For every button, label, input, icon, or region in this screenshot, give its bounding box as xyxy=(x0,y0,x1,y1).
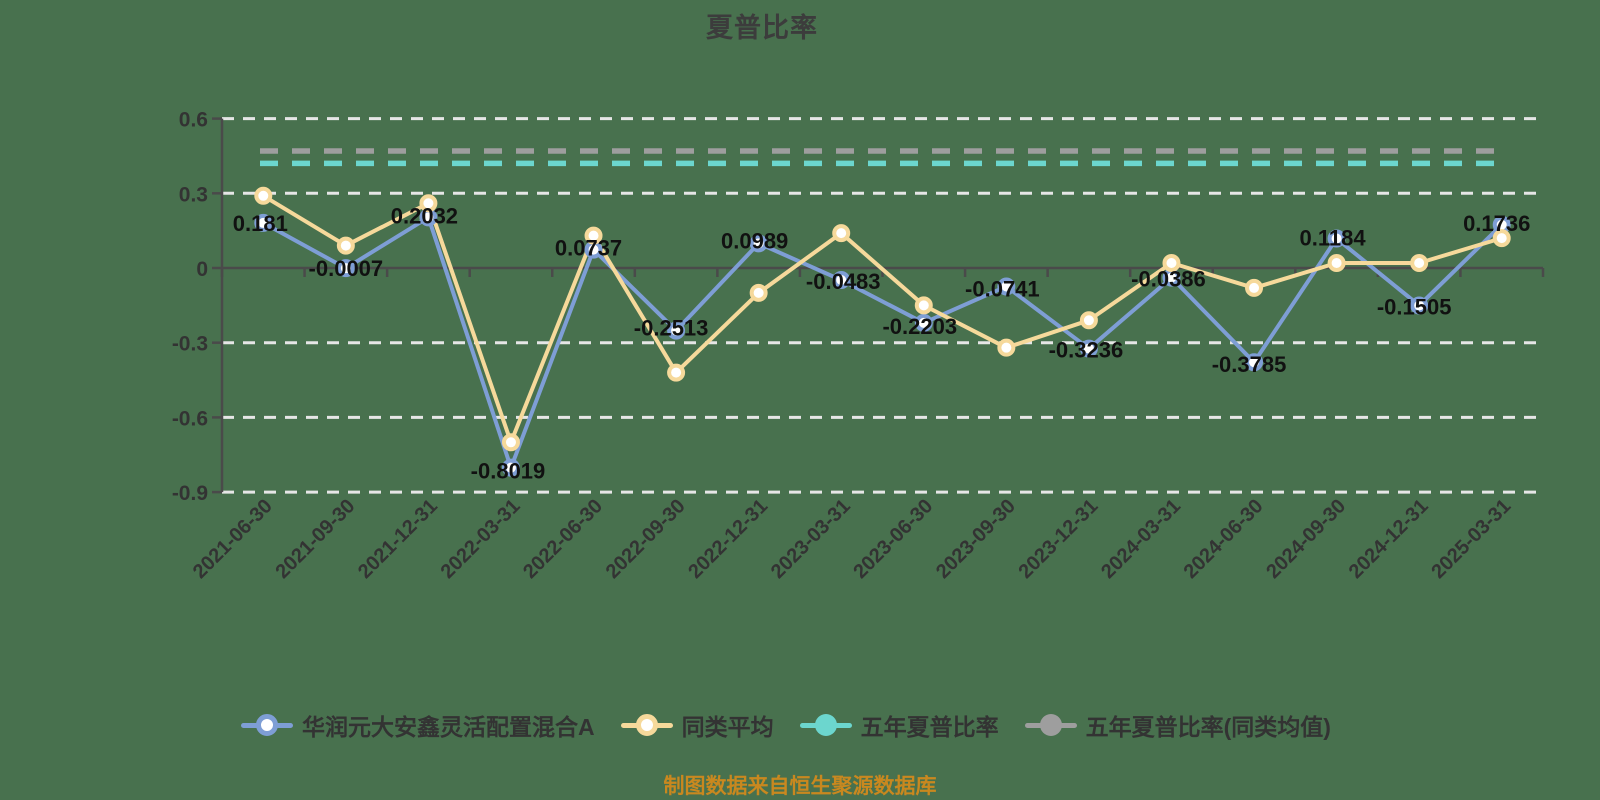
value-label: -0.8019 xyxy=(471,459,546,484)
peer-line-marker-icon xyxy=(620,713,673,737)
x-tick-label: 2023-03-31 xyxy=(767,495,855,583)
series-line xyxy=(261,215,1504,470)
y-tick-label: -0.3 xyxy=(172,333,208,356)
value-label: -0.3236 xyxy=(1049,338,1124,363)
data-point-marker[interactable] xyxy=(1327,229,1346,248)
y-tick-label: 0.6 xyxy=(179,109,208,132)
data-point-marker[interactable] xyxy=(832,224,851,243)
legend-label: 同类平均 xyxy=(681,714,774,740)
data-point-marker[interactable] xyxy=(1410,296,1429,315)
data-point-marker[interactable] xyxy=(667,321,686,340)
fund-line-marker-icon xyxy=(241,713,294,737)
data-point-marker[interactable] xyxy=(749,283,768,302)
x-tick-label: 2021-06-30 xyxy=(189,495,277,583)
y-tick-label: 0.3 xyxy=(179,183,208,206)
legend-item-fund[interactable]: 华润元大安鑫灵活配置混合A xyxy=(241,708,595,742)
value-label: 0.0989 xyxy=(721,228,788,253)
x-tick-label: 2022-03-31 xyxy=(437,495,525,583)
data-point-marker[interactable] xyxy=(254,213,273,232)
x-tick-label: 2022-09-30 xyxy=(602,495,690,583)
data-point-marker[interactable] xyxy=(997,277,1016,296)
plot-area: 0.60.30-0.3-0.6-0.92021-06-302021-09-302… xyxy=(172,109,1545,583)
data-point-marker[interactable] xyxy=(336,236,355,255)
legend-label: 五年夏普比率 xyxy=(860,714,999,740)
legend-label: 五年夏普比率(同类均值) xyxy=(1085,714,1331,740)
legend-item-peer-average[interactable]: 同类平均 xyxy=(620,708,774,742)
value-label: 0.1736 xyxy=(1463,211,1530,236)
x-tick-label: 2023-09-30 xyxy=(932,495,1020,583)
data-point-marker[interactable] xyxy=(749,234,768,253)
data-point-marker[interactable] xyxy=(1327,254,1346,273)
data-point-marker[interactable] xyxy=(1162,254,1181,273)
series-line xyxy=(261,193,1504,445)
x-tick-label: 2021-09-30 xyxy=(271,495,359,583)
legend: 华润元大安鑫灵活配置混合A 同类平均 五年夏普比率 五年夏普比率(同类均值) xyxy=(0,708,1572,742)
value-label: 0.181 xyxy=(233,211,288,236)
five-year-peer-marker-icon xyxy=(1024,713,1077,737)
data-point-marker[interactable] xyxy=(914,296,933,315)
value-label: -0.2513 xyxy=(634,316,709,341)
value-label: -0.0386 xyxy=(1131,267,1206,292)
legend-item-five-year[interactable]: 五年夏普比率 xyxy=(799,708,999,742)
data-point-marker[interactable] xyxy=(419,194,438,213)
x-tick-label: 2024-09-30 xyxy=(1262,495,1350,583)
y-tick-label: 0 xyxy=(196,258,208,281)
y-tick-label: -0.6 xyxy=(172,407,208,430)
x-tick-label: 2025-03-31 xyxy=(1427,495,1515,583)
data-point-marker[interactable] xyxy=(501,433,520,452)
value-label: -0.2203 xyxy=(882,314,957,339)
legend-label: 华润元大安鑫灵活配置混合A xyxy=(302,714,595,740)
value-label: -0.3785 xyxy=(1212,352,1287,377)
data-point-marker[interactable] xyxy=(336,259,355,278)
data-point-marker[interactable] xyxy=(584,226,603,245)
value-label: -0.0741 xyxy=(965,276,1040,301)
value-label: -0.0483 xyxy=(806,269,881,294)
value-label: 0.2032 xyxy=(391,203,458,228)
data-point-marker[interactable] xyxy=(1245,278,1264,297)
data-point-marker[interactable] xyxy=(1079,311,1098,330)
value-label: 0.0737 xyxy=(555,236,622,261)
legend-item-five-year-peer[interactable]: 五年夏普比率(同类均值) xyxy=(1024,708,1331,742)
data-point-marker[interactable] xyxy=(997,338,1016,357)
five-year-marker-icon xyxy=(799,713,852,737)
data-point-marker[interactable] xyxy=(254,186,273,205)
data-point-marker[interactable] xyxy=(1245,353,1264,372)
data-point-marker[interactable] xyxy=(667,363,686,382)
chart-title: 夏普比率 xyxy=(706,13,818,43)
value-label: -0.1505 xyxy=(1377,294,1452,319)
data-point-marker[interactable] xyxy=(914,313,933,332)
y-tick-label: -0.9 xyxy=(172,482,208,505)
data-point-marker[interactable] xyxy=(1410,254,1429,273)
data-point-marker[interactable] xyxy=(1079,339,1098,358)
x-tick-label: 2021-12-31 xyxy=(354,495,442,583)
data-source-note: 制图数据来自恒生聚源数据库 xyxy=(663,775,937,798)
x-tick-label: 2024-12-31 xyxy=(1345,495,1433,583)
value-label: 0.1184 xyxy=(1300,226,1367,251)
x-tick-label: 2024-06-30 xyxy=(1180,495,1268,583)
x-tick-label: 2022-12-31 xyxy=(684,495,772,583)
x-tick-label: 2023-12-31 xyxy=(1015,495,1103,583)
x-tick-label: 2023-06-30 xyxy=(849,495,937,583)
data-point-marker[interactable] xyxy=(832,271,851,290)
x-tick-label: 2024-03-31 xyxy=(1097,495,1185,583)
data-point-marker[interactable] xyxy=(1492,229,1511,248)
data-point-marker[interactable] xyxy=(501,458,520,477)
value-label: -0.0007 xyxy=(309,256,384,281)
x-tick-label: 2022-06-30 xyxy=(519,495,607,583)
